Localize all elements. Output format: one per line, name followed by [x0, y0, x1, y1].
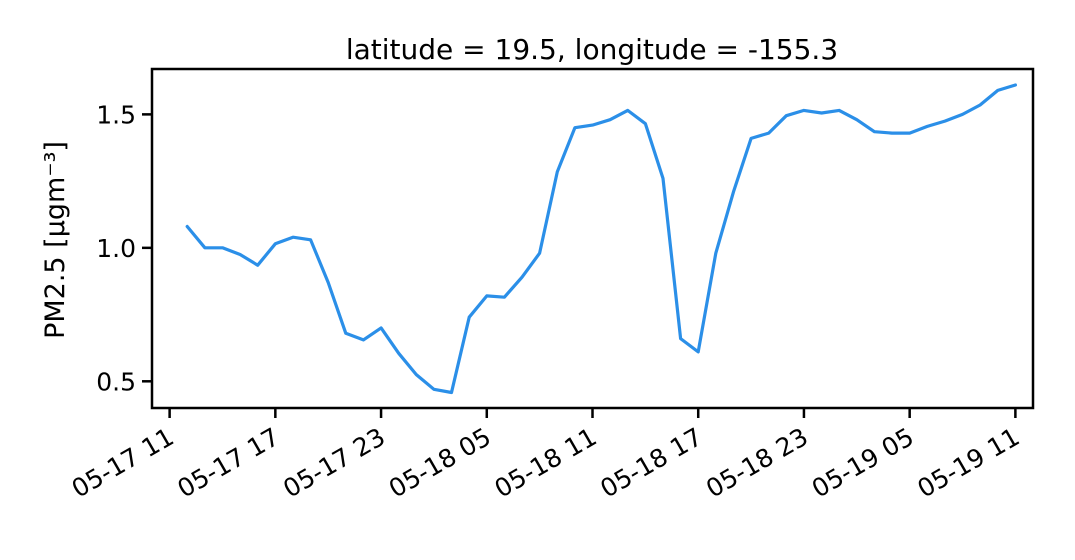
y-axis-label: PM2.5 [μgm⁻³] [40, 141, 71, 339]
x-tick-label: 05-18 05 [384, 422, 496, 503]
y-tick-label: 1.0 [96, 234, 136, 263]
x-tick-label: 05-17 23 [278, 422, 390, 503]
series-group [185, 83, 1018, 395]
x-tick-label: 05-19 11 [913, 422, 1025, 503]
x-tick-label: 05-17 17 [172, 422, 284, 503]
plot-frame [150, 67, 1035, 410]
y-tick-label: 1.5 [96, 100, 136, 129]
x-tick-label: 05-18 11 [490, 422, 602, 503]
x-tick-label: 05-18 23 [701, 422, 813, 503]
x-tick-label: 05-19 05 [807, 422, 919, 503]
chart-title: latitude = 19.5, longitude = -155.3 [346, 33, 838, 66]
x-tick-label: 05-18 17 [595, 422, 707, 503]
x-tick-label: 05-17 11 [67, 422, 179, 503]
y-tick-label: 0.5 [96, 367, 136, 396]
y-axis-ticks: 0.5 1.0 1.5 [96, 100, 152, 396]
series-line [185, 83, 1018, 395]
